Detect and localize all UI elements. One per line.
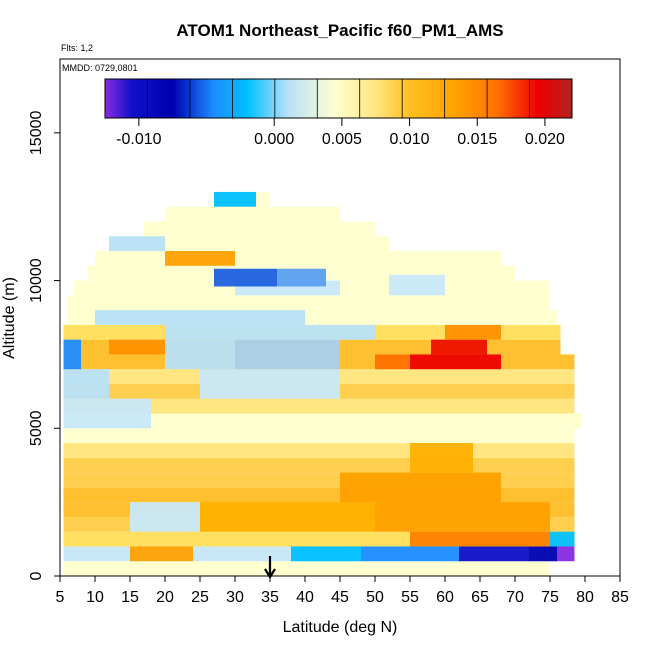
marker-head	[264, 568, 276, 580]
heatmap-cell	[410, 443, 473, 473]
heatmap-cell	[375, 502, 550, 532]
heatmap-cell	[529, 546, 557, 562]
heatmap-row	[63, 428, 575, 444]
y-axis-label: Altitude (m)	[1, 277, 18, 359]
colorbar-gradient	[104, 78, 573, 119]
x-tick-label: 35	[261, 589, 279, 606]
heatmap-cell	[130, 546, 193, 562]
heatmap-row	[63, 561, 550, 576]
dates-label: MMDD: 0729,0801	[62, 63, 138, 73]
heatmap-cell	[291, 546, 361, 562]
x-tick-label: 30	[226, 589, 244, 606]
heatmap-cell	[431, 339, 487, 355]
x-tick-label: 60	[436, 589, 454, 606]
heatmap-cell	[340, 472, 501, 503]
x-tick-label: 20	[156, 589, 174, 606]
heatmap-cell	[214, 191, 256, 207]
heatmap-cell	[200, 369, 340, 399]
x-tick-label: 25	[191, 589, 209, 606]
heatmap-cells	[63, 191, 582, 576]
x-tick-label: 50	[366, 589, 384, 606]
heatmap-cell	[63, 339, 81, 370]
x-tick-label: 65	[471, 589, 489, 606]
heatmap-row	[67, 295, 550, 311]
x-tick-label: 15	[121, 589, 139, 606]
heatmap-cell	[277, 268, 326, 287]
heatmap-cell	[410, 531, 550, 547]
heatmap-cell	[130, 502, 200, 532]
colorbar-tick-label: 0.000	[254, 131, 294, 148]
colorbar-tick-label: 0.010	[390, 131, 430, 148]
colorbar-tick-label: 0.020	[525, 131, 565, 148]
colorbar-tick-label: 0.015	[457, 131, 497, 148]
heatmap-cell	[63, 398, 151, 429]
heatmap-row	[63, 413, 582, 429]
chart-title: ATOM1 Northeast_Pacific f60_PM1_AMS	[176, 21, 503, 40]
x-axis: 5 10 15 20 25 30 35 40 45 50 55 60 65 70 75 80 85	[56, 576, 629, 606]
heatmap-row	[63, 457, 575, 473]
colorbar: -0.010 0.000 0.005 0.010 0.015 0.020	[104, 78, 573, 148]
heatmap-cell	[165, 324, 375, 340]
x-tick-label: 40	[296, 589, 314, 606]
heatmap-cell	[389, 274, 445, 296]
heatmap-cell	[375, 354, 410, 370]
y-tick-label: 0	[28, 571, 45, 580]
heatmap-row	[63, 443, 575, 458]
heatmap-cell	[109, 236, 165, 252]
heatmap-cell	[361, 546, 459, 562]
heatmap-cell	[165, 339, 235, 370]
colorbar-tick-label: -0.010	[116, 131, 161, 148]
heatmap-cell	[550, 531, 575, 547]
x-tick-label: 70	[506, 589, 524, 606]
flights-label: Flts: 1,2	[61, 43, 93, 53]
heatmap-cell	[165, 251, 235, 266]
x-tick-label: 75	[541, 589, 559, 606]
y-tick-label: 10000	[28, 258, 45, 303]
x-tick-label: 5	[56, 589, 65, 606]
heatmap-cell	[459, 546, 529, 562]
x-tick-label: 45	[331, 589, 349, 606]
y-tick-label: 5000	[28, 410, 45, 446]
heatmap-cell	[235, 339, 340, 370]
heatmap-row	[109, 236, 389, 252]
heatmap-cell	[557, 546, 575, 562]
heatmap-row	[95, 251, 501, 266]
heatmap-cell	[445, 324, 501, 340]
heatmap-cell	[95, 310, 305, 325]
heatmap-cell	[63, 369, 109, 399]
y-axis: 0 5000 10000 15000	[28, 111, 60, 580]
heatmap-row	[63, 398, 575, 414]
latitude-marker-arrow	[264, 556, 276, 580]
x-tick-label: 80	[576, 589, 594, 606]
x-axis-label: Latitude (deg N)	[283, 619, 398, 636]
colorbar-tick-label: 0.005	[322, 131, 362, 148]
heatmap-cell	[410, 354, 501, 370]
heatmap-cell	[109, 339, 165, 355]
x-tick-label: 10	[86, 589, 104, 606]
x-tick-label: 85	[611, 589, 629, 606]
y-tick-label: 15000	[28, 111, 45, 156]
heatmap-cell	[214, 268, 277, 287]
heatmap-row	[165, 206, 340, 222]
x-tick-label: 55	[401, 589, 419, 606]
heatmap-row	[144, 221, 375, 237]
heatmap-cell	[200, 502, 375, 532]
